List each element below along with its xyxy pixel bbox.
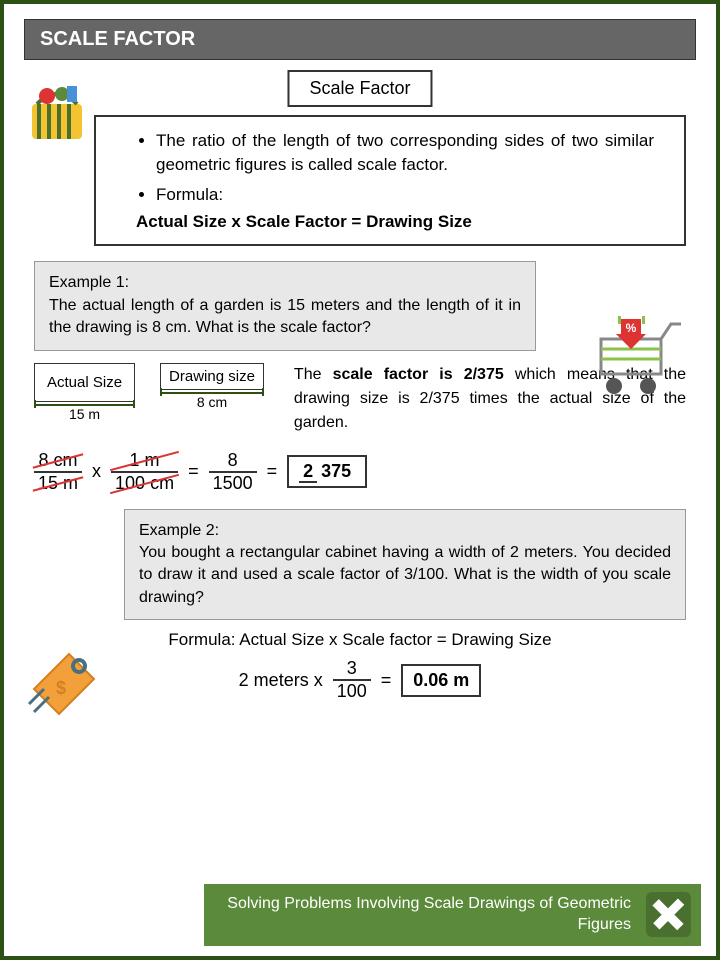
basket-icon <box>22 74 92 144</box>
actual-size-box: Actual Size <box>34 363 135 402</box>
def-formula-label: Formula: <box>156 183 654 207</box>
ex1-label: Example 1: <box>49 274 129 291</box>
footer-bar: Solving Problems Involving Scale Drawing… <box>204 884 701 946</box>
svg-text:$: $ <box>56 678 66 698</box>
cart-icon: % <box>586 314 686 404</box>
def-formula: Actual Size x Scale Factor = Drawing Siz… <box>136 212 654 232</box>
def-text: The ratio of the length of two correspon… <box>156 129 654 177</box>
drawing-size-box: Drawing size <box>160 363 264 390</box>
definition-box: The ratio of the length of two correspon… <box>94 115 686 246</box>
math-equation-1: 8 cm15 m x 1 m100 cm = 81500 = 2375 <box>34 450 686 494</box>
ex1-text: The actual length of a garden is 15 mete… <box>49 297 521 336</box>
drawing-dim: 8 cm <box>160 392 264 410</box>
example2-box: Example 2: You bought a rectangular cabi… <box>124 509 686 621</box>
ruler-icon <box>646 892 691 937</box>
math-equation-2: 2 meters x 3100 = 0.06 m <box>4 658 716 702</box>
title-box: Scale Factor <box>287 70 432 107</box>
example1-box: Example 1: The actual length of a garden… <box>34 261 536 350</box>
page-header: SCALE FACTOR <box>24 19 696 60</box>
ex2-label: Example 2: <box>139 522 219 539</box>
actual-dim: 15 m <box>34 404 135 422</box>
ex2-text: You bought a rectangular cabinet having … <box>139 544 671 606</box>
price-tag-icon: $ <box>24 644 104 724</box>
formula2-text: Formula: Actual Size x Scale factor = Dr… <box>4 630 716 650</box>
svg-text:%: % <box>626 321 637 335</box>
